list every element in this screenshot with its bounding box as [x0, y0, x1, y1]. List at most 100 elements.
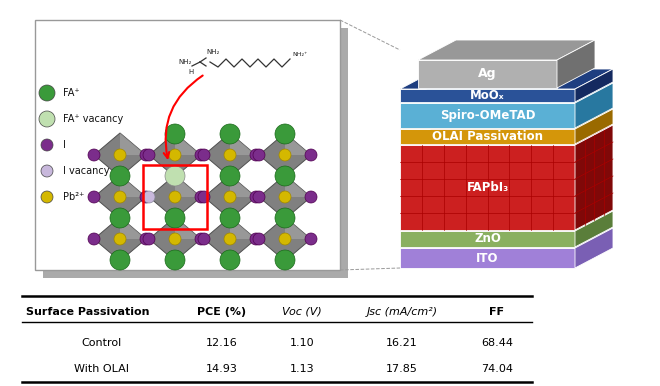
- FancyBboxPatch shape: [43, 28, 348, 278]
- Polygon shape: [204, 217, 256, 261]
- Circle shape: [143, 233, 155, 245]
- Circle shape: [195, 149, 207, 161]
- Polygon shape: [259, 133, 311, 177]
- Circle shape: [279, 191, 291, 203]
- Circle shape: [169, 233, 181, 245]
- Circle shape: [114, 233, 126, 245]
- Polygon shape: [94, 175, 146, 219]
- Polygon shape: [230, 133, 256, 155]
- Circle shape: [88, 149, 100, 161]
- Polygon shape: [204, 175, 256, 219]
- Polygon shape: [149, 175, 201, 219]
- Text: H: H: [188, 69, 193, 75]
- Text: NH₂: NH₂: [206, 49, 219, 55]
- Text: With OLAI: With OLAI: [75, 364, 129, 374]
- Text: Pb²⁺: Pb²⁺: [63, 192, 84, 202]
- Circle shape: [39, 111, 55, 127]
- Polygon shape: [120, 217, 146, 239]
- Circle shape: [220, 250, 240, 270]
- Polygon shape: [575, 83, 613, 128]
- Circle shape: [41, 191, 53, 203]
- Circle shape: [253, 191, 265, 203]
- Polygon shape: [400, 129, 575, 144]
- Polygon shape: [94, 217, 146, 261]
- Polygon shape: [400, 103, 575, 128]
- Text: 14.93: 14.93: [206, 364, 238, 374]
- Text: 1.13: 1.13: [290, 364, 314, 374]
- FancyBboxPatch shape: [35, 20, 340, 270]
- Circle shape: [279, 233, 291, 245]
- Circle shape: [39, 85, 55, 101]
- Polygon shape: [575, 228, 613, 268]
- Polygon shape: [400, 83, 613, 103]
- Circle shape: [224, 233, 236, 245]
- Polygon shape: [94, 133, 146, 177]
- Circle shape: [275, 124, 295, 144]
- Polygon shape: [120, 175, 146, 197]
- Polygon shape: [149, 133, 201, 177]
- Polygon shape: [575, 69, 613, 102]
- Polygon shape: [285, 175, 311, 197]
- Text: Ag: Ag: [478, 68, 497, 81]
- Polygon shape: [149, 217, 201, 261]
- Text: 17.85: 17.85: [386, 364, 418, 374]
- Text: FA⁺: FA⁺: [63, 88, 80, 98]
- Circle shape: [41, 165, 53, 177]
- Circle shape: [41, 139, 53, 151]
- Circle shape: [195, 233, 207, 245]
- Text: FAPbI₃: FAPbI₃: [467, 181, 509, 194]
- Circle shape: [220, 166, 240, 186]
- Polygon shape: [175, 175, 201, 197]
- Polygon shape: [400, 109, 613, 129]
- Text: Control: Control: [82, 338, 122, 348]
- Text: 68.44: 68.44: [481, 338, 513, 348]
- Circle shape: [169, 149, 181, 161]
- Polygon shape: [400, 211, 613, 231]
- Polygon shape: [285, 217, 311, 239]
- Text: 1.10: 1.10: [290, 338, 314, 348]
- Polygon shape: [418, 40, 595, 60]
- Circle shape: [169, 191, 181, 203]
- Circle shape: [140, 191, 152, 203]
- Text: 12.16: 12.16: [206, 338, 238, 348]
- Circle shape: [110, 166, 130, 186]
- Polygon shape: [400, 69, 613, 89]
- Polygon shape: [175, 133, 201, 155]
- Circle shape: [253, 233, 265, 245]
- Polygon shape: [400, 248, 575, 268]
- Circle shape: [88, 233, 100, 245]
- Circle shape: [198, 191, 210, 203]
- Polygon shape: [575, 211, 613, 247]
- Text: FA⁺ vacancy: FA⁺ vacancy: [63, 114, 123, 124]
- Circle shape: [110, 208, 130, 228]
- Circle shape: [305, 233, 317, 245]
- Circle shape: [305, 149, 317, 161]
- Circle shape: [165, 208, 185, 228]
- Circle shape: [198, 233, 210, 245]
- Text: PCE (%): PCE (%): [197, 307, 247, 317]
- Polygon shape: [557, 40, 595, 88]
- Polygon shape: [575, 125, 613, 230]
- Polygon shape: [204, 133, 256, 177]
- Polygon shape: [400, 145, 575, 230]
- Polygon shape: [400, 125, 613, 145]
- Circle shape: [250, 233, 262, 245]
- Text: Surface Passivation: Surface Passivation: [26, 307, 150, 317]
- Circle shape: [140, 149, 152, 161]
- Circle shape: [224, 191, 236, 203]
- Bar: [143, 165, 207, 229]
- Circle shape: [198, 149, 210, 161]
- Circle shape: [250, 149, 262, 161]
- Text: 74.04: 74.04: [481, 364, 513, 374]
- Polygon shape: [575, 109, 613, 144]
- Polygon shape: [285, 133, 311, 155]
- Circle shape: [114, 191, 126, 203]
- Text: Jsc (mA/cm²): Jsc (mA/cm²): [366, 307, 438, 317]
- Circle shape: [140, 233, 152, 245]
- Circle shape: [224, 149, 236, 161]
- Text: NH₂: NH₂: [178, 59, 191, 65]
- Circle shape: [88, 191, 100, 203]
- Text: I vacancy: I vacancy: [63, 166, 110, 176]
- Text: MoOₓ: MoOₓ: [470, 89, 505, 102]
- Polygon shape: [120, 133, 146, 155]
